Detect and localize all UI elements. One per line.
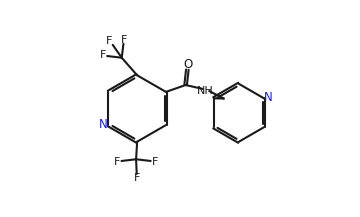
Text: F: F: [121, 35, 128, 45]
Text: F: F: [100, 50, 106, 60]
Text: N: N: [264, 91, 273, 104]
Text: F: F: [114, 157, 121, 167]
Text: NH: NH: [197, 86, 214, 96]
Text: N: N: [99, 118, 108, 131]
Text: F: F: [106, 36, 112, 46]
Text: O: O: [183, 58, 193, 71]
Text: F: F: [134, 173, 140, 183]
Text: F: F: [152, 157, 158, 167]
